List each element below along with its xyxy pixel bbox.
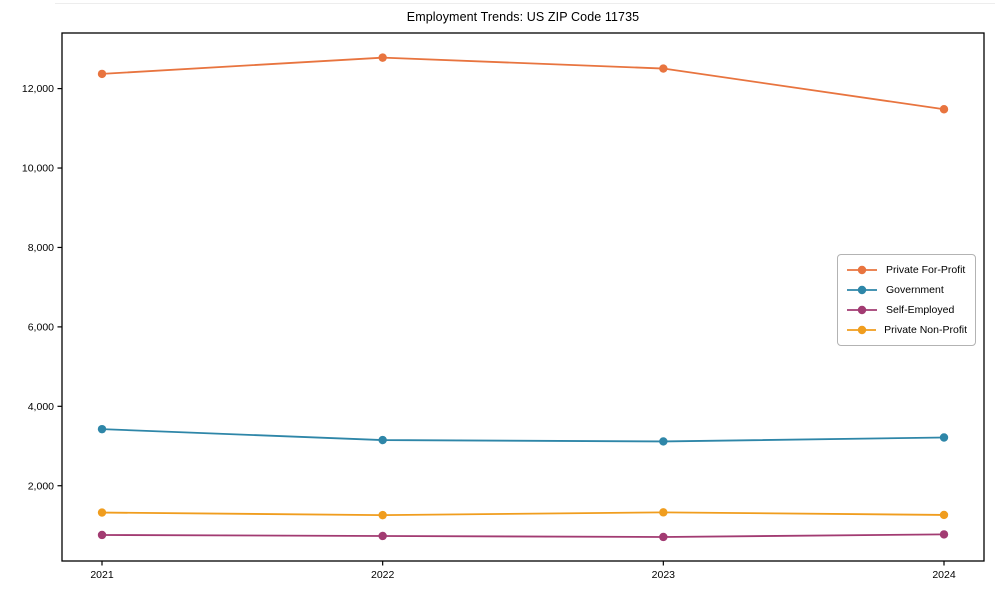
legend-swatch-government xyxy=(847,285,877,295)
y-tick-label: 12,000 xyxy=(22,83,54,95)
legend-item-private-non-profit: Private Non-Profit xyxy=(846,320,967,340)
legend-label: Private Non-Profit xyxy=(884,324,967,336)
legend-label: Private For-Profit xyxy=(886,264,966,276)
legend-item-government: Government xyxy=(846,280,967,300)
data-point-self-employed-2022 xyxy=(378,531,387,541)
chart-title: Employment Trends: US ZIP Code 11735 xyxy=(406,10,640,24)
y-tick-label: 10,000 xyxy=(22,163,54,175)
x-tick-label: 2022 xyxy=(371,569,395,581)
series-line-private-for-profit xyxy=(101,56,945,111)
series-line-self-employed xyxy=(101,533,945,538)
legend-swatch-self-employed xyxy=(847,305,877,315)
x-tick-label: 2023 xyxy=(652,569,676,581)
y-tick-label: 4,000 xyxy=(28,401,54,413)
data-point-government-2024 xyxy=(939,433,949,442)
data-point-government-2021 xyxy=(97,424,107,434)
data-point-government-2023 xyxy=(659,437,668,446)
data-point-self-employed-2024 xyxy=(939,530,949,539)
axes-frame xyxy=(61,32,985,562)
data-point-private-non-profit-2022 xyxy=(378,510,387,520)
legend-marker-icon xyxy=(857,265,867,275)
data-point-private-non-profit-2021 xyxy=(97,508,107,517)
legend-marker-icon xyxy=(857,285,867,295)
series-line-private-non-profit xyxy=(101,511,945,517)
legend-label: Government xyxy=(886,284,944,296)
data-point-private-for-profit-2023 xyxy=(659,64,668,73)
series-line-government xyxy=(101,428,945,443)
legend-item-private-for-profit: Private For-Profit xyxy=(846,260,967,280)
x-tick-label: 2024 xyxy=(932,569,956,581)
y-tick-label: 2,000 xyxy=(28,480,54,492)
data-point-private-for-profit-2024 xyxy=(939,105,949,114)
data-point-private-for-profit-2022 xyxy=(378,53,387,62)
y-tick-label: 8,000 xyxy=(28,242,54,254)
legend: Private For-Profit Government Self-Employe… xyxy=(837,254,976,346)
data-point-self-employed-2023 xyxy=(659,532,668,542)
x-tick-label: 2021 xyxy=(90,569,114,581)
data-point-private-non-profit-2024 xyxy=(939,510,949,520)
data-point-self-employed-2021 xyxy=(97,530,107,540)
legend-swatch-private-for-profit xyxy=(847,265,877,275)
legend-marker-icon xyxy=(857,325,867,335)
data-point-private-for-profit-2021 xyxy=(97,69,107,79)
legend-swatch-private-non-profit xyxy=(847,325,877,335)
data-point-government-2022 xyxy=(378,435,387,445)
figure-edge-line xyxy=(55,3,995,4)
y-tick-label: 6,000 xyxy=(28,321,54,333)
legend-label: Self-Employed xyxy=(886,304,955,316)
data-point-private-non-profit-2023 xyxy=(659,508,668,517)
legend-marker-icon xyxy=(857,305,867,315)
legend-item-self-employed: Self-Employed xyxy=(846,300,967,320)
